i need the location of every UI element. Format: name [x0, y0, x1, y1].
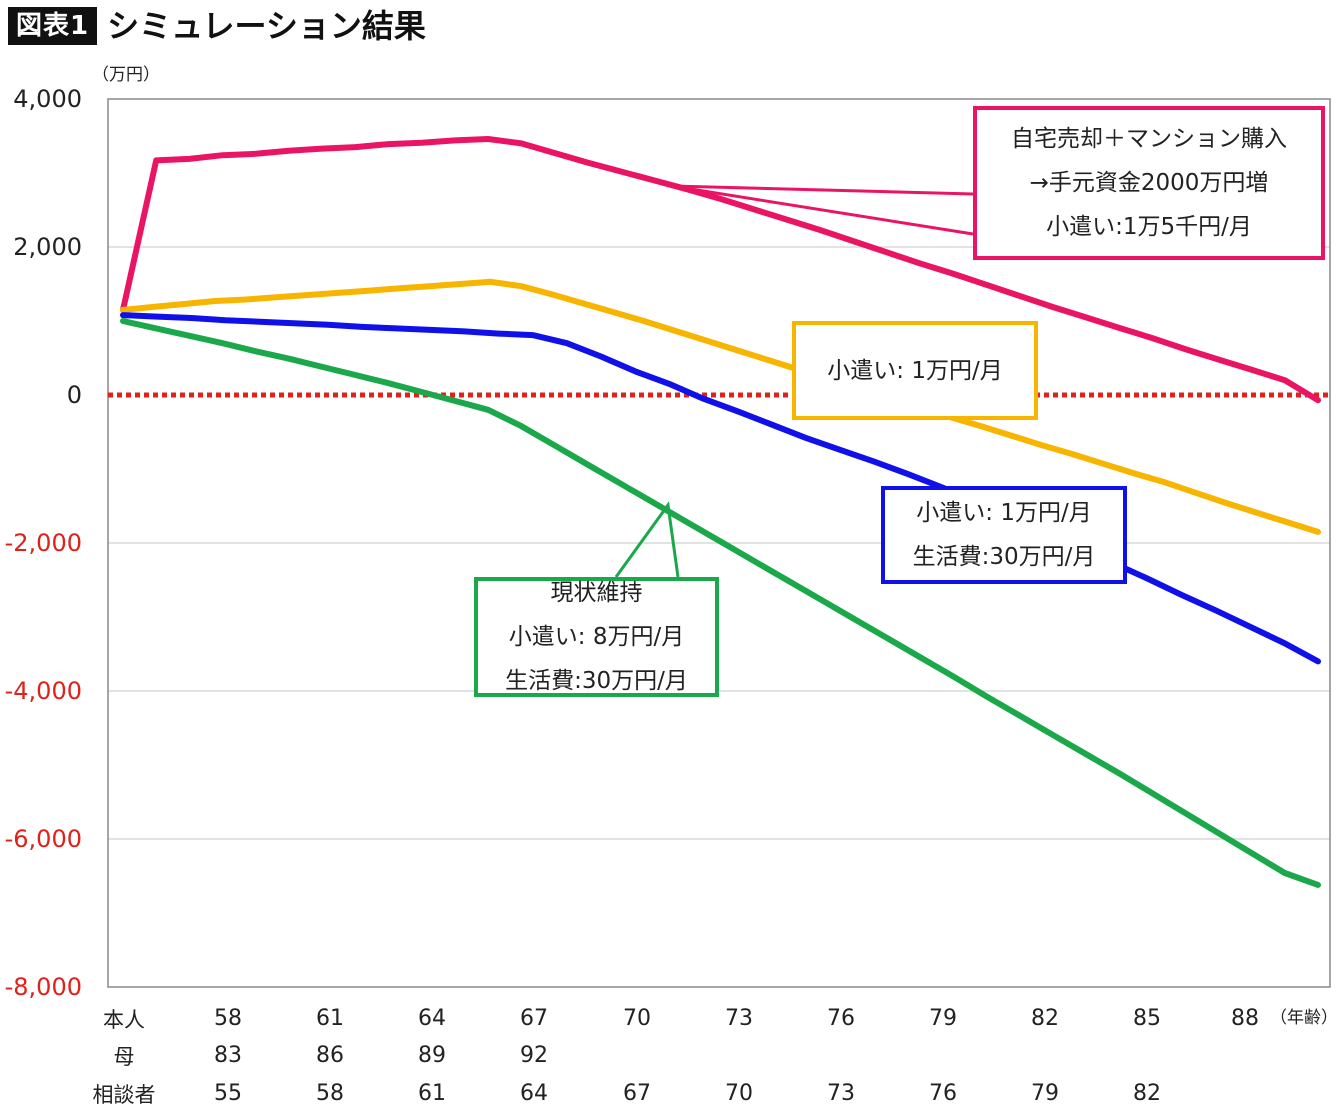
x-tick-label: 61 — [418, 1081, 446, 1106]
callout-allowance-living-30man: 小遣い: 1万円/月 生活費:30万円/月 — [881, 486, 1127, 584]
x-tick-label: 85 — [1133, 1006, 1161, 1031]
y-unit-label: （万円） — [92, 65, 160, 85]
x-tick-label: 64 — [520, 1081, 548, 1106]
x-tick-label: 79 — [929, 1006, 957, 1031]
x-tick-label: 58 — [316, 1081, 344, 1106]
x-tick-label: 92 — [520, 1043, 548, 1068]
y-tick-label: -6,000 — [5, 825, 82, 853]
x-tick-label: 79 — [1031, 1081, 1059, 1106]
callout-house-sale-line2: →手元資金2000万円増 — [1029, 170, 1269, 196]
x-tick-label: 73 — [725, 1006, 753, 1031]
y-tick-label: 4,000 — [13, 85, 82, 113]
pink-leader-top — [671, 184, 974, 196]
y-tick-label: 2,000 — [13, 233, 82, 261]
callout-house-sale: 自宅売却＋マンション購入 →手元資金2000万円増 小遣い:1万5千円/月 — [973, 106, 1325, 260]
y-tick-label: 0 — [67, 381, 82, 409]
x-tick-label: 76 — [929, 1081, 957, 1106]
series-line-2 — [120, 312, 1321, 665]
header: 図表1 シミュレーション結果 — [8, 6, 426, 46]
x-tick-label: 76 — [827, 1006, 855, 1031]
y-tick-label: -8,000 — [5, 973, 82, 1001]
y-tick-label: -4,000 — [5, 677, 82, 705]
series-line-0 — [120, 136, 1321, 404]
pink-leader-bottom — [671, 184, 974, 236]
series-line-1 — [120, 278, 1321, 535]
x-tick-label: 88 — [1231, 1006, 1259, 1031]
callout-status-quo-line3: 生活費:30万円/月 — [505, 668, 688, 694]
x-tick-label: 73 — [827, 1081, 855, 1106]
x-unit-label: （年齢） — [1270, 1008, 1338, 1028]
callout-allowance-1man-line1: 小遣い: 1万円/月 — [827, 357, 1003, 384]
callout-status-quo-line2: 小遣い: 8万円/月 — [508, 624, 685, 650]
x-tick-label: 70 — [623, 1006, 651, 1031]
callout-house-sale-line1: 自宅売却＋マンション購入 — [1011, 126, 1287, 152]
callout-house-sale-line3: 小遣い:1万5千円/月 — [1046, 214, 1252, 240]
x-row-label: 母 — [114, 1045, 135, 1069]
x-tick-label: 70 — [725, 1081, 753, 1106]
x-tick-label: 89 — [418, 1043, 446, 1068]
callout-allowance-living-line2: 生活費:30万円/月 — [912, 544, 1096, 570]
x-tick-label: 82 — [1031, 1006, 1059, 1031]
x-tick-label: 58 — [214, 1006, 242, 1031]
x-tick-label: 82 — [1133, 1081, 1161, 1106]
chart-title: シミュレーション結果 — [107, 7, 426, 45]
callout-status-quo-line1: 現状維持 — [550, 580, 643, 606]
callout-allowance-living-line1: 小遣い: 1万円/月 — [916, 500, 1092, 526]
y-tick-label: -2,000 — [5, 529, 82, 557]
x-tick-label: 64 — [418, 1006, 446, 1031]
callout-allowance-1man: 小遣い: 1万円/月 — [792, 321, 1038, 420]
callout-status-quo: 現状維持 小遣い: 8万円/月 生活費:30万円/月 — [474, 577, 719, 697]
x-tick-label: 86 — [316, 1043, 344, 1068]
x-row-label: 本人 — [103, 1008, 145, 1032]
x-tick-label: 83 — [214, 1043, 242, 1068]
green-leader — [614, 501, 680, 578]
x-tick-label: 67 — [520, 1006, 548, 1031]
x-tick-label: 55 — [214, 1081, 242, 1106]
x-tick-label: 67 — [623, 1081, 651, 1106]
plot-frame — [107, 98, 1331, 988]
x-row-label: 相談者 — [93, 1083, 156, 1107]
figure-badge: 図表1 — [8, 7, 98, 45]
series-line-3 — [120, 318, 1321, 888]
x-tick-label: 61 — [316, 1006, 344, 1031]
